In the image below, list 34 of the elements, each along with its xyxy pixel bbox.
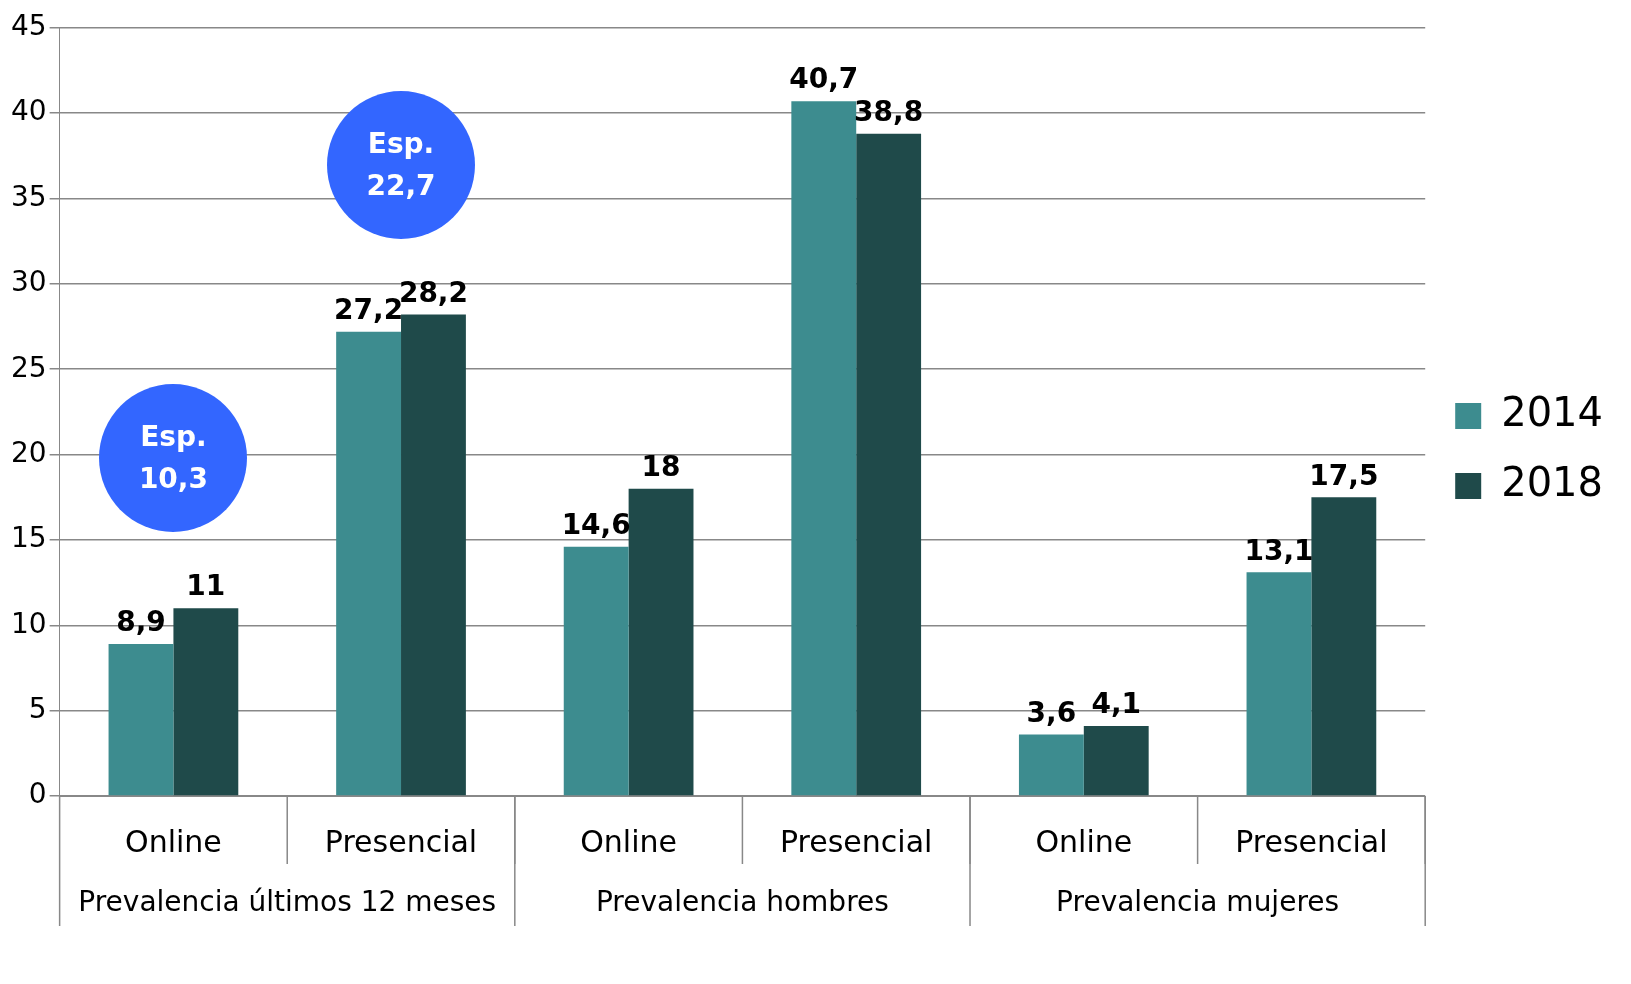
y-tick-label: 5 bbox=[28, 691, 47, 725]
y-tick-label: 35 bbox=[10, 179, 47, 213]
data-label: 17,5 bbox=[1309, 458, 1379, 492]
x-tick-label: Online bbox=[125, 823, 222, 859]
text: Prevalencia últimos 12 meses bbox=[78, 885, 497, 919]
data-label: 8,9 bbox=[116, 605, 166, 639]
data-label: 38,8 bbox=[854, 94, 924, 128]
data-label: 13,1 bbox=[1244, 533, 1314, 567]
circle-badge: Esp. 10,3 bbox=[99, 384, 248, 533]
annotation: Esp. 22,7 bbox=[365, 125, 437, 204]
x-tick-label: Presencial bbox=[1235, 823, 1388, 859]
text: Prevalencia mujeres bbox=[1056, 885, 1340, 919]
x-tick-label: Presencial bbox=[780, 823, 933, 859]
y-tick-label: 10 bbox=[10, 606, 47, 640]
y-tick-label: 20 bbox=[10, 435, 47, 469]
data-label: 11 bbox=[186, 569, 226, 603]
text: Prevalencia hombres bbox=[595, 885, 889, 919]
data-label: 3,6 bbox=[1026, 695, 1077, 729]
y-tick-label: 0 bbox=[28, 777, 47, 811]
annotation: Esp. 10,3 bbox=[137, 419, 209, 498]
legend-label: 2014 bbox=[1501, 389, 1603, 436]
data-label: 40,7 bbox=[789, 62, 859, 96]
y-tick-label: 15 bbox=[10, 521, 47, 555]
y-tick-label: 45 bbox=[10, 9, 47, 43]
x-tick-label: Online bbox=[580, 823, 678, 859]
y-tick-label: 30 bbox=[10, 265, 47, 299]
x-tick-label: Online bbox=[1035, 823, 1133, 859]
circle-badge: Esp. 22,7 bbox=[327, 90, 475, 239]
data-label: 18 bbox=[641, 450, 681, 483]
y-tick-label: 25 bbox=[10, 350, 47, 384]
y-tick-label: 40 bbox=[10, 94, 47, 128]
x-tick-label: Presencial bbox=[324, 823, 478, 859]
data-label: 4,1 bbox=[1091, 687, 1142, 721]
legend-label: 2018 bbox=[1501, 459, 1603, 506]
